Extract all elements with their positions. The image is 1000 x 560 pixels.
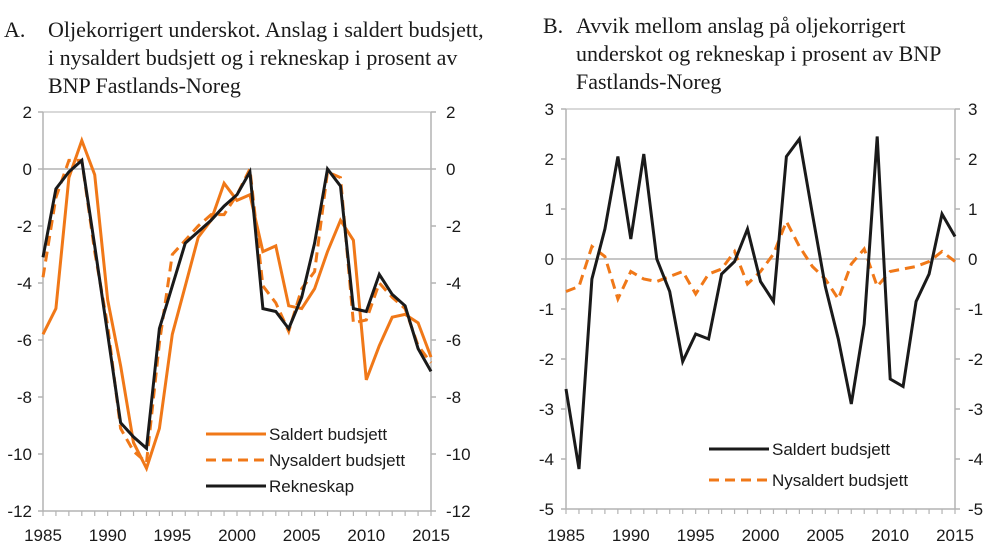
y-tick-label-left: 0 [545,250,554,269]
x-tick-label: 1990 [612,526,650,545]
chart-b-title-text: Avvik mellom anslag på oljekorrigert und… [576,13,941,94]
x-tick-label: 2005 [283,526,321,545]
x-tick-label: 2015 [936,526,974,545]
x-tick-label: 1985 [24,526,62,545]
chart-a-panel-label: A. [4,17,26,42]
x-tick-label: 1995 [153,526,191,545]
x-tick-label: 2010 [871,526,909,545]
chart-a: 2 2 0 0 -2 -2 -4 -4 -6 -6 -8 -8 -10 -10 -12 -12 1985 1990… [7,103,470,545]
y-tick-label-right: -5 [968,500,983,519]
y-tick-label-left: -5 [539,500,554,519]
y-tick-label-right: -1 [968,300,983,319]
series-line-nysaldert-budsjett [41,158,433,466]
y-tick-label-left: -2 [539,350,554,369]
x-tick-label: 1985 [547,526,585,545]
y-tick-label-right: -12 [446,502,471,521]
y-tick-label-right: 2 [446,103,455,122]
legend-label: Rekneskap [269,477,354,496]
y-tick-label-left: -2 [17,217,32,236]
y-tick-label-left: 3 [545,100,554,119]
x-tick-label: 2000 [218,526,256,545]
series-line-saldert-budsjett [41,136,433,473]
y-tick-label-left: 2 [545,150,554,169]
legend: Saldert budsjett Nysaldert budsjett Reknes… [206,425,405,496]
y-tick-label-left: -8 [17,388,32,407]
legend-label: Saldert budsjett [269,425,387,444]
y-tick-label-left: -12 [7,502,32,521]
y-tick-label-right: -4 [968,450,983,469]
y-tick-label-left: -4 [17,274,32,293]
y-tick-label-left: -10 [7,445,32,464]
legend: Saldert budsjett Nysaldert budsjett [709,440,908,490]
y-tick-label-left: -3 [539,400,554,419]
y-tick-label-right: 2 [968,150,977,169]
y-tick-label-right: -6 [446,331,461,350]
y-tick-label-left: 0 [23,160,32,179]
y-tick-label-right: 0 [968,250,977,269]
series-line-rekneskap [41,157,433,452]
y-tick-label-right: 0 [446,160,455,179]
chart-b: 3 3 2 2 1 1 0 0 -1 -1 -2 -2 -3 -3 -4 -4 -5 -5 1985 1990 1995… [539,100,983,545]
y-tick-label-left: -6 [17,331,32,350]
x-tick-label: 1990 [89,526,127,545]
legend-label: Saldert budsjett [772,440,890,459]
series-line-nysaldert-budsjett [565,217,956,304]
series-line-saldert-budsjett [564,135,957,470]
x-tick-label: 2015 [412,526,450,545]
y-tick-label-right: -10 [446,445,471,464]
y-tick-label-right: -2 [968,350,983,369]
chart-b-panel-label: B. [543,13,564,38]
legend-label: Nysaldert budsjett [772,471,908,490]
x-tick-label: 2010 [347,526,385,545]
y-tick-label-right: 1 [968,200,977,219]
legend-label: Nysaldert budsjett [269,451,405,470]
y-tick-label-left: -4 [539,450,554,469]
y-tick-label-left: 1 [545,200,554,219]
y-tick-label-right: 3 [968,100,977,119]
y-tick-label-right: -4 [446,274,461,293]
x-tick-label: 1995 [677,526,715,545]
x-tick-label: 2005 [806,526,844,545]
chart-a-title-text: Oljekorrigert underskot. Anslag i salder… [48,17,484,98]
y-tick-label-left: 2 [23,103,32,122]
y-tick-label-left: -1 [539,300,554,319]
y-tick-label-right: -8 [446,388,461,407]
x-tick-label: 2000 [742,526,780,545]
y-tick-label-right: -2 [446,217,461,236]
y-tick-label-right: -3 [968,400,983,419]
